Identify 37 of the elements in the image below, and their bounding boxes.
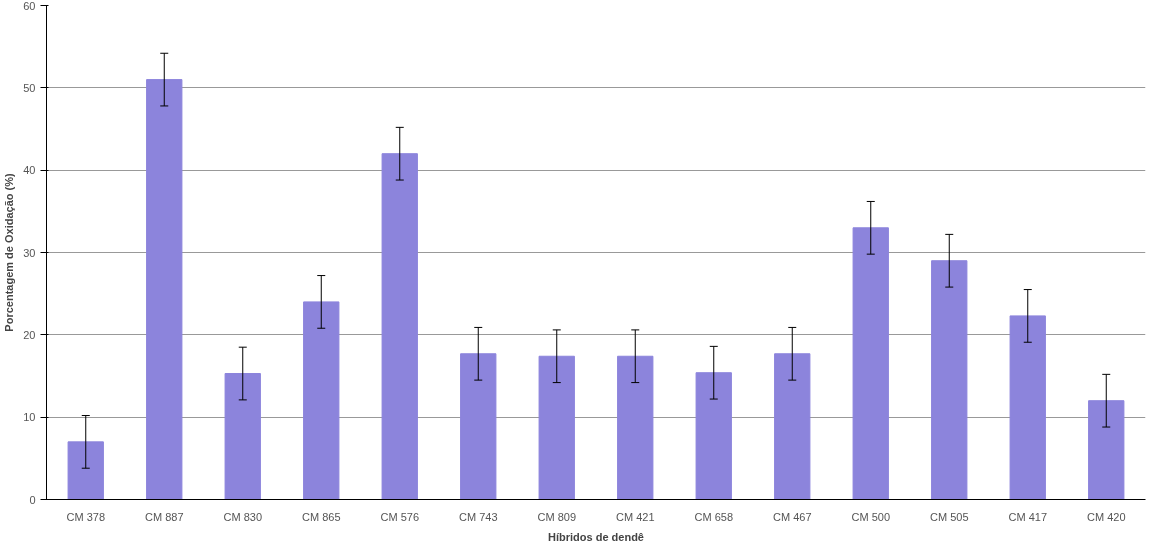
x-tick-label: CM 658 xyxy=(694,510,734,523)
y-tick-label: 0 xyxy=(29,493,36,506)
bar xyxy=(852,227,889,500)
bar xyxy=(1088,400,1125,500)
y-tick-label: 20 xyxy=(23,328,36,341)
y-tick-label: 30 xyxy=(23,246,36,259)
y-tick-label: 60 xyxy=(23,0,36,12)
x-tick-label: CM 505 xyxy=(929,510,969,523)
x-tick-label: CM 420 xyxy=(1086,510,1126,523)
x-tick-label: CM 743 xyxy=(458,510,498,523)
x-tick-label: CM 500 xyxy=(851,510,891,523)
x-tick-label: CM 865 xyxy=(301,510,341,523)
bar xyxy=(774,353,811,500)
x-tick-label: CM 467 xyxy=(772,510,812,523)
x-tick-label: CM 417 xyxy=(1008,510,1048,523)
y-tick-label: 10 xyxy=(23,411,36,424)
y-tick-label: 50 xyxy=(23,81,36,94)
bar xyxy=(303,301,340,500)
bar xyxy=(67,441,104,500)
bar xyxy=(381,153,418,500)
bar xyxy=(538,355,575,500)
x-axis-title: Híbridos de dendê xyxy=(548,530,644,543)
x-tick-label: CM 421 xyxy=(615,510,655,523)
bar xyxy=(146,79,183,500)
bar xyxy=(695,372,732,500)
bar xyxy=(931,260,968,500)
bar xyxy=(224,373,261,500)
x-tick-label: CM 378 xyxy=(66,510,106,523)
x-tick-label: CM 576 xyxy=(380,510,420,523)
y-tick-label: 40 xyxy=(23,164,36,177)
y-axis-title: Porcentagem de Oxidação (%) xyxy=(3,173,16,332)
bar xyxy=(617,355,654,500)
x-tick-label: CM 809 xyxy=(537,510,577,523)
bar xyxy=(1009,315,1046,500)
bar xyxy=(460,353,497,500)
x-tick-label: CM 830 xyxy=(223,510,263,523)
x-tick-label: CM 887 xyxy=(144,510,184,523)
